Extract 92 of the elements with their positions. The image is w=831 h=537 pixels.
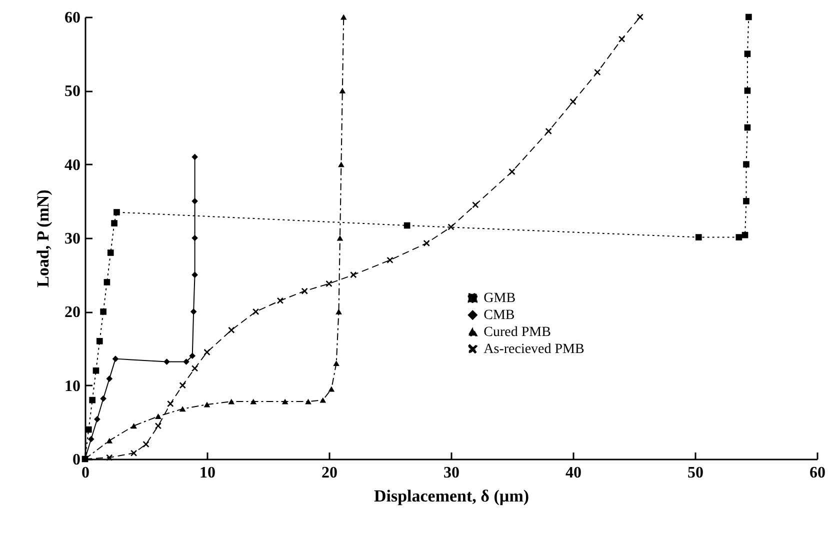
x-tick-label: 30 — [444, 464, 460, 482]
point — [743, 198, 750, 204]
point — [339, 88, 346, 94]
point — [252, 308, 259, 315]
point — [508, 168, 516, 175]
legend-label: CMB — [484, 308, 515, 324]
point — [204, 349, 210, 356]
point — [743, 161, 750, 168]
point — [350, 272, 357, 278]
point — [86, 426, 92, 433]
point — [189, 352, 196, 360]
point — [744, 88, 751, 94]
point — [92, 367, 100, 374]
point — [100, 395, 106, 402]
point — [744, 50, 751, 57]
x-axis-title: Displacement, δ (µm) — [374, 486, 530, 506]
point — [130, 423, 137, 429]
point — [742, 232, 748, 238]
point — [320, 397, 326, 403]
point — [228, 398, 235, 404]
point — [192, 154, 198, 160]
point — [111, 220, 118, 226]
point — [179, 406, 186, 412]
y-tick-label: 10 — [64, 378, 80, 395]
point — [155, 414, 162, 420]
legend-label: GMB — [484, 291, 516, 306]
point — [282, 398, 288, 404]
point — [472, 202, 479, 208]
point — [142, 441, 150, 448]
point — [696, 234, 702, 240]
point — [340, 14, 347, 20]
point — [114, 209, 120, 216]
x-tick-label: 60 — [810, 464, 826, 482]
point — [250, 398, 257, 404]
point — [192, 198, 198, 204]
point — [192, 234, 198, 242]
point — [192, 365, 198, 372]
point — [404, 222, 410, 229]
point — [636, 14, 644, 20]
point — [100, 308, 106, 315]
point — [277, 297, 284, 304]
point — [130, 450, 137, 456]
point — [423, 240, 430, 246]
point — [167, 400, 174, 407]
point — [190, 308, 197, 315]
point — [88, 436, 94, 442]
point — [301, 288, 308, 294]
y-tick-label: 40 — [64, 156, 80, 174]
point — [386, 256, 394, 264]
point — [106, 454, 113, 461]
y-tick-label: 20 — [64, 304, 80, 322]
y-tick-label: 60 — [64, 10, 80, 26]
legend-label: Cured PMB — [484, 325, 551, 340]
point — [96, 338, 103, 344]
point — [746, 14, 752, 20]
point — [89, 396, 96, 404]
point — [305, 398, 312, 404]
x-tick-label: 40 — [566, 464, 582, 482]
point — [204, 402, 210, 408]
point — [326, 280, 332, 287]
point — [106, 438, 113, 444]
point — [448, 224, 454, 230]
y-tick-label: 0 — [72, 452, 80, 468]
point — [736, 234, 742, 240]
y-tick-label: 50 — [64, 83, 80, 100]
x-tick-label: 50 — [688, 464, 704, 482]
point — [545, 128, 552, 134]
point — [106, 376, 113, 382]
point — [744, 124, 751, 131]
legend-label: As-recieved PMB — [484, 342, 584, 358]
point — [107, 250, 114, 256]
point — [336, 235, 344, 241]
point — [112, 356, 119, 362]
point — [336, 308, 342, 314]
point — [164, 358, 170, 365]
point — [94, 416, 100, 422]
point — [594, 69, 601, 76]
point — [183, 358, 190, 365]
x-tick-label: 10 — [200, 464, 216, 482]
point — [228, 326, 235, 334]
y-axis-title: Load, P (mN) — [34, 190, 52, 288]
point — [333, 360, 340, 366]
point — [338, 162, 344, 168]
point — [570, 98, 576, 105]
point — [192, 272, 198, 278]
point — [328, 386, 335, 392]
point — [618, 36, 625, 42]
point — [179, 382, 186, 388]
point — [155, 422, 162, 430]
y-tick-label: 30 — [64, 230, 80, 248]
point — [104, 279, 110, 286]
x-tick-label: 20 — [322, 464, 338, 482]
